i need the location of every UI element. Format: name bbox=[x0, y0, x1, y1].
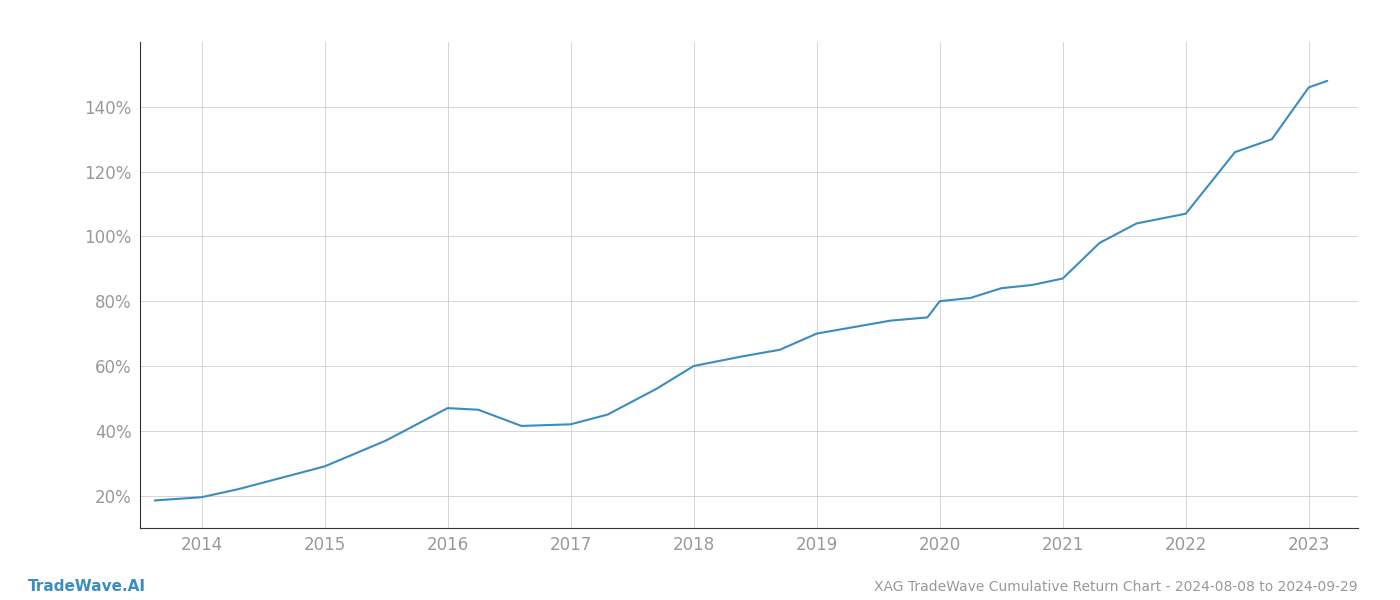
Text: TradeWave.AI: TradeWave.AI bbox=[28, 579, 146, 594]
Text: XAG TradeWave Cumulative Return Chart - 2024-08-08 to 2024-09-29: XAG TradeWave Cumulative Return Chart - … bbox=[875, 580, 1358, 594]
